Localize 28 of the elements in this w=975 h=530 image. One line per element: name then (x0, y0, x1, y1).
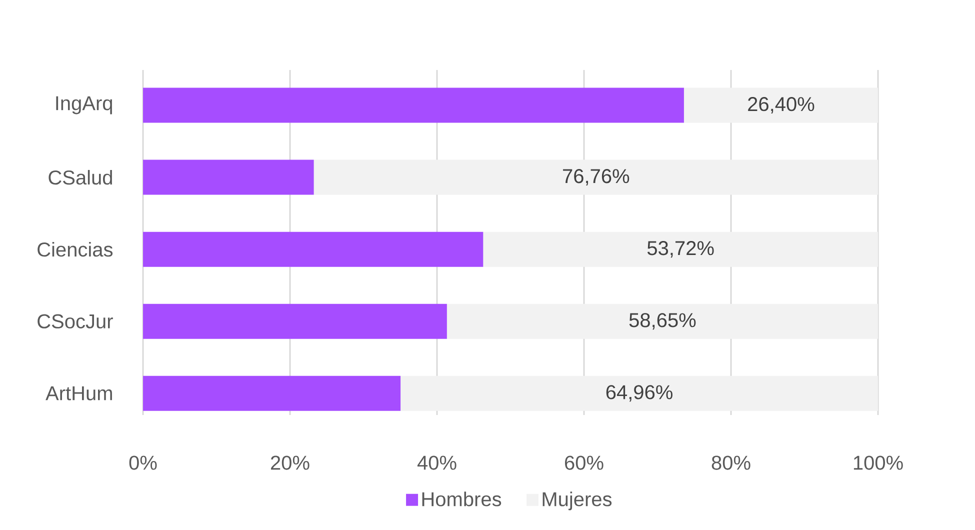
legend-label: Hombres (422, 492, 502, 506)
data-label: 64,96% (606, 385, 672, 402)
bar (143, 160, 314, 195)
x-tick-label: 60% (565, 456, 604, 470)
x-tick-label: 40% (417, 456, 456, 470)
bar (143, 376, 401, 411)
bar (684, 88, 878, 123)
data-label: 53,72% (647, 241, 714, 258)
legend-label: Mujeres (542, 492, 612, 510)
bar (143, 88, 684, 123)
data-label: 58,65% (629, 313, 696, 330)
x-tick-label: 20% (270, 456, 310, 470)
data-label: 26,40% (748, 97, 814, 114)
x-tick-label: 80% (712, 456, 750, 470)
bar (446, 304, 878, 339)
x-tick-label: 100% (854, 456, 903, 470)
x-tick-label: 0% (129, 456, 157, 470)
bar (314, 160, 878, 195)
y-tick-label: IngArq (56, 96, 112, 114)
bar (400, 376, 878, 411)
y-tick-label: CSalud (48, 170, 112, 185)
bar (143, 304, 447, 339)
bar (483, 232, 878, 267)
y-tick-label: ArtHum (46, 386, 112, 400)
y-tick-label: Ciencias (38, 242, 113, 257)
data-label: 76,76% (563, 169, 630, 186)
y-tick-label: CSocJur (38, 314, 113, 328)
bar (143, 232, 484, 267)
